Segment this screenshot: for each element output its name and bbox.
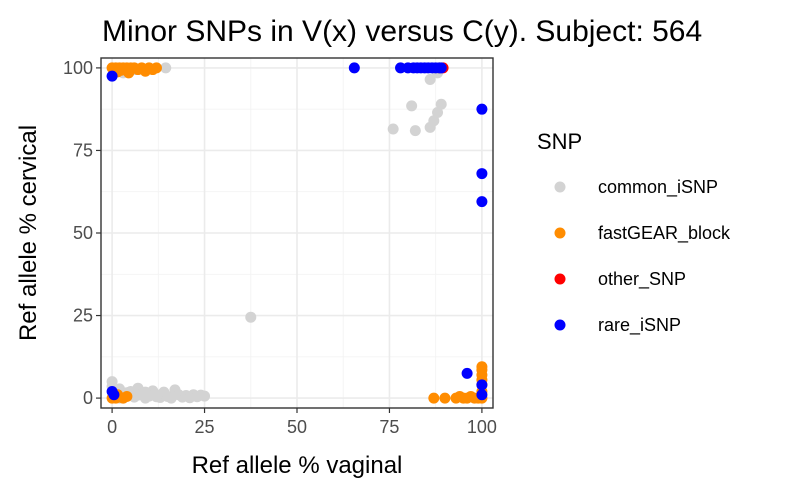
data-point [406, 100, 418, 112]
legend-key-other_SNP [554, 273, 566, 285]
y-tick-label: 75 [73, 140, 93, 160]
legend-label: fastGEAR_block [598, 223, 731, 244]
data-point [439, 392, 451, 404]
x-tick-label: 50 [287, 417, 307, 437]
data-points [106, 62, 488, 404]
legend: common_iSNP fastGEAR_block other_SNP rare_i… [554, 177, 731, 336]
data-point [476, 168, 488, 180]
y-tick-label: 25 [73, 306, 93, 326]
legend-label: common_iSNP [598, 177, 718, 198]
data-point [428, 392, 440, 404]
data-point [435, 98, 447, 110]
data-point [476, 361, 488, 373]
data-point [387, 123, 399, 135]
data-point [476, 103, 488, 115]
x-tick-label: 0 [107, 417, 117, 437]
y-axis-title: Ref allele % cervical [15, 125, 42, 341]
data-point [199, 390, 211, 402]
data-point [132, 389, 144, 401]
data-point [476, 379, 488, 391]
y-tick-label: 0 [83, 388, 93, 408]
legend-key-fastGEAR_block [554, 227, 566, 239]
data-point [476, 196, 488, 208]
data-point [150, 391, 162, 403]
x-tick-label: 25 [195, 417, 215, 437]
data-point [106, 70, 118, 82]
legend-title: SNP [537, 129, 582, 154]
chart-title: Minor SNPs in V(x) versus C(y). Subject:… [102, 15, 702, 48]
data-point [121, 390, 133, 402]
y-tick-label: 50 [73, 223, 93, 243]
x-tick-label: 75 [379, 417, 399, 437]
y-tick-label: 100 [63, 58, 93, 78]
axis-ticks: 0 25 50 75 100 0 25 50 75 100 [63, 58, 497, 437]
data-point [424, 73, 436, 85]
data-point [435, 62, 447, 74]
data-point [409, 125, 421, 137]
grid-lines [101, 58, 493, 408]
legend-label: rare_iSNP [598, 315, 681, 336]
data-point [461, 367, 473, 379]
legend-label: other_SNP [598, 269, 686, 290]
series-rare_iSNP [106, 62, 488, 401]
x-axis-title: Ref allele % vaginal [192, 452, 403, 479]
x-tick-label: 100 [467, 417, 497, 437]
data-point [476, 389, 488, 401]
data-point [150, 62, 162, 74]
legend-key-rare_iSNP [554, 319, 566, 331]
data-point [108, 389, 120, 401]
data-point [245, 311, 257, 323]
data-point [428, 115, 440, 127]
data-point [160, 62, 172, 74]
legend-key-common_iSNP [554, 181, 566, 193]
data-point [432, 106, 444, 118]
data-point [348, 62, 360, 74]
